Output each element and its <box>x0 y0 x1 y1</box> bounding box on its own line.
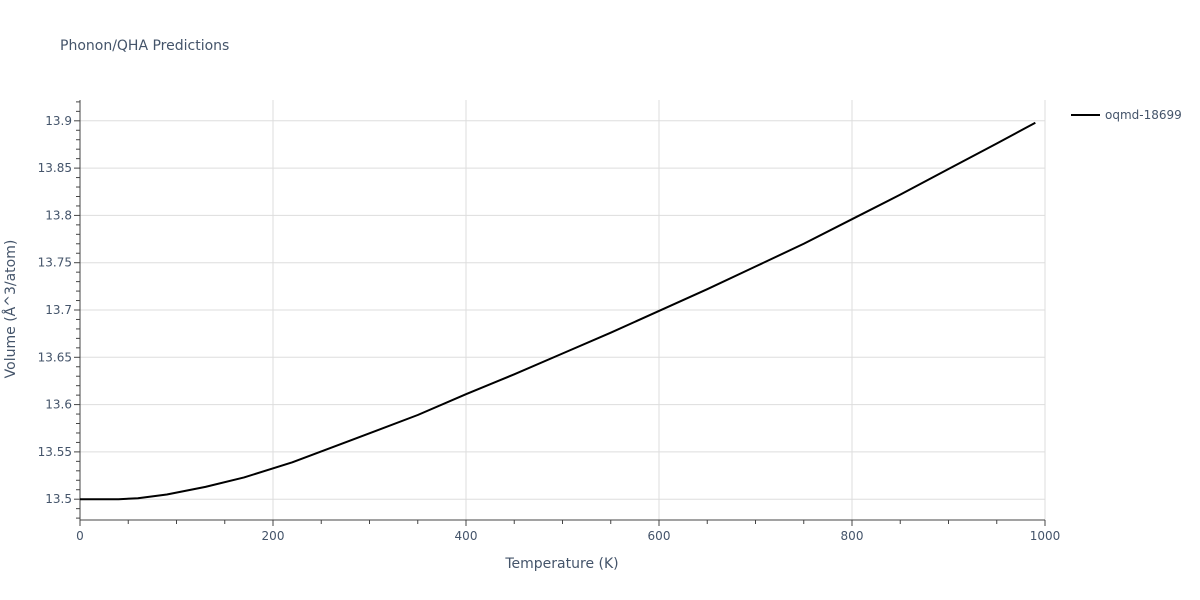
y-tick-label: 13.55 <box>38 445 72 459</box>
y-tick-label: 13.65 <box>38 350 72 364</box>
x-tick-label: 800 <box>841 529 864 543</box>
x-tick-label: 600 <box>648 529 671 543</box>
y-tick-label: 13.6 <box>45 398 72 412</box>
series-layer <box>80 121 1036 501</box>
x-tick-label: 400 <box>455 529 478 543</box>
y-axis-label: Volume (Å^3/atom) <box>2 240 19 379</box>
y-tick-label: 13.5 <box>45 492 72 506</box>
y-tick-label: 13.85 <box>38 161 72 175</box>
legend[interactable]: oqmd-18699 <box>1071 108 1182 122</box>
series-line <box>80 121 1036 501</box>
x-tick-label: 1000 <box>1030 529 1061 543</box>
y-tick-label: 13.75 <box>38 256 72 270</box>
y-tick-label: 13.9 <box>45 114 72 128</box>
x-axis-label: Temperature (K) <box>504 556 618 572</box>
x-tick-label: 200 <box>262 529 285 543</box>
y-tick-label: 13.8 <box>45 208 72 222</box>
y-tick-label: 13.7 <box>45 303 72 317</box>
legend-label[interactable]: oqmd-18699 <box>1105 108 1182 122</box>
grid-layer <box>80 100 1046 520</box>
chart-title: Phonon/QHA Predictions <box>60 38 229 54</box>
x-tick-label: 0 <box>76 529 84 543</box>
axis-layer: 0 200 400 600 800 1000 13.5 13.55 13.6 13.65 13.7 1… <box>38 100 1061 543</box>
